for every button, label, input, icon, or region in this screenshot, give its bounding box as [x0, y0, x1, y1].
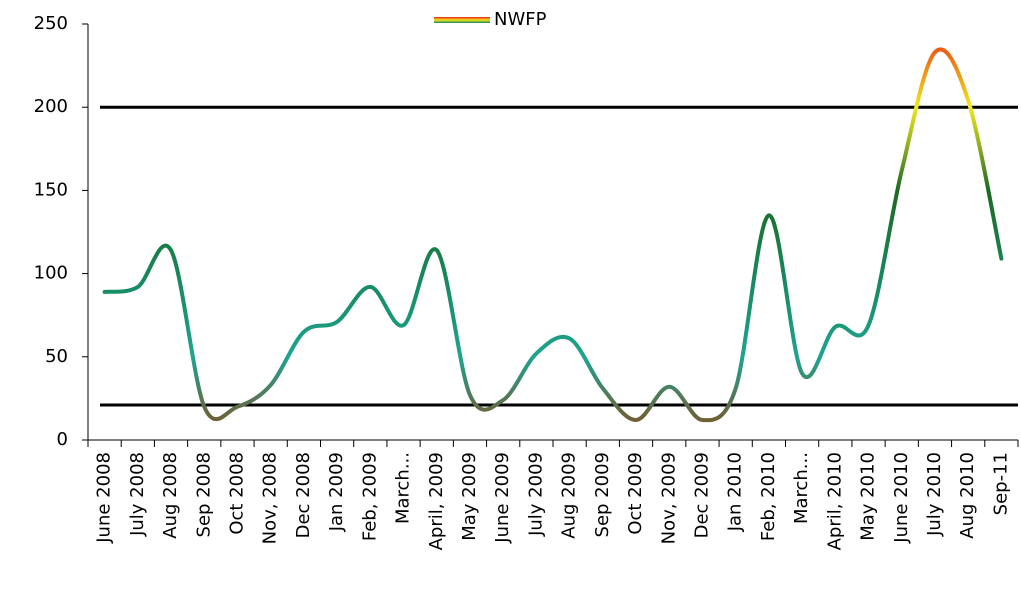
- y-tick-label: 150: [34, 179, 68, 200]
- x-tick-label: May 2009: [459, 452, 480, 541]
- x-tick-label: Oct 2009: [625, 452, 646, 535]
- x-tick-label: Nov, 2009: [658, 452, 679, 544]
- x-tick-label: Sep 2008: [193, 452, 214, 537]
- x-tick-label: June 2010: [891, 452, 912, 544]
- y-tick-label: 200: [34, 96, 68, 117]
- x-tick-label: Aug 2009: [559, 452, 580, 539]
- x-tick-label: July 2008: [127, 452, 148, 537]
- x-tick-label: July 2010: [924, 452, 945, 537]
- x-tick-label: Nov, 2008: [260, 452, 281, 544]
- y-tick-label: 50: [45, 346, 68, 367]
- x-tick-label: Dec 2008: [293, 452, 314, 538]
- x-tick-label: Feb, 2010: [758, 452, 779, 541]
- x-tick-label: Sep-11: [990, 452, 1011, 515]
- x-tick-label: June 2008: [94, 452, 115, 544]
- x-tick-label: May 2010: [858, 452, 879, 541]
- legend-label: NWFP: [494, 9, 547, 30]
- data-line: [102, 47, 1004, 423]
- x-tick-label: April, 2010: [824, 452, 845, 550]
- x-tick-label: Oct 2008: [226, 452, 247, 535]
- x-tick-label: Jan 2009: [326, 452, 347, 532]
- x-tick-label: Sep 2009: [592, 452, 613, 537]
- x-tick-label: Dec 2009: [691, 452, 712, 538]
- x-tick-label: Jan 2010: [725, 452, 746, 532]
- y-tick-label: 100: [34, 263, 68, 284]
- legend-swatch: [434, 17, 490, 23]
- x-tick-label: July 2009: [525, 452, 546, 537]
- x-tick-label: Aug 2010: [957, 452, 978, 539]
- x-tick-label: April, 2009: [426, 452, 447, 550]
- x-tick-label: Feb, 2009: [359, 452, 380, 541]
- x-tick-label: March...: [393, 452, 414, 524]
- y-tick-label: 0: [57, 429, 68, 450]
- x-tick-label: June 2009: [492, 452, 513, 544]
- x-tick-label: March...: [791, 452, 812, 524]
- x-tick-label: Aug 2008: [160, 452, 181, 539]
- y-tick-label: 250: [34, 13, 68, 34]
